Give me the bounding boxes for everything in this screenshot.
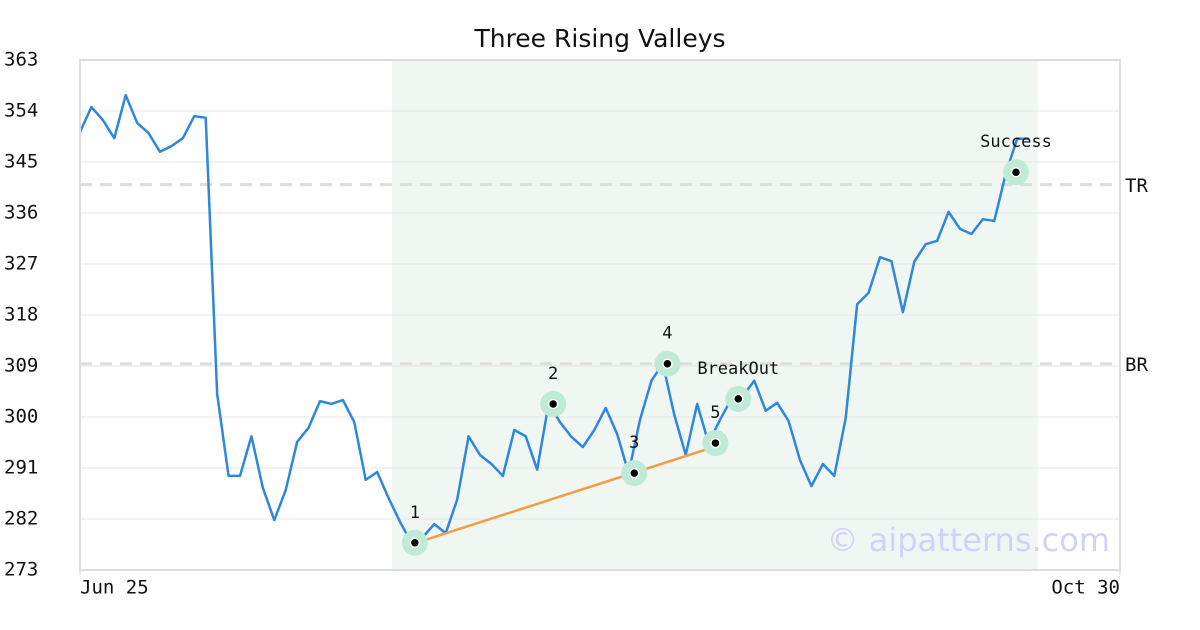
marker-label: 1 bbox=[410, 503, 420, 523]
marker-dot bbox=[1010, 166, 1022, 178]
chart-title: Three Rising Valleys bbox=[473, 24, 725, 53]
marker-label: 3 bbox=[629, 433, 639, 453]
y-tick-label: 336 bbox=[4, 202, 38, 224]
marker-dot bbox=[733, 393, 744, 405]
y-tick-label: 354 bbox=[4, 100, 38, 122]
y-tick-label: 309 bbox=[4, 355, 38, 377]
y-tick-label: 345 bbox=[4, 151, 38, 173]
y-tick-label: 273 bbox=[4, 559, 38, 581]
marker-dot bbox=[629, 467, 640, 479]
marker-label: 5 bbox=[710, 403, 720, 423]
marker-dot bbox=[662, 358, 673, 369]
level-label: TR bbox=[1125, 175, 1148, 197]
marker-label: BreakOut bbox=[697, 359, 779, 379]
level-label: BR bbox=[1125, 354, 1148, 376]
trend-line bbox=[424, 447, 709, 542]
y-tick-label: 300 bbox=[4, 406, 38, 428]
marker-dot bbox=[409, 537, 421, 549]
x-tick-label: Oct 30 bbox=[1051, 577, 1120, 599]
x-tick-label: Jun 25 bbox=[80, 577, 149, 599]
y-tick-label: 363 bbox=[4, 49, 38, 71]
y-tick-label: 291 bbox=[4, 457, 38, 479]
y-tick-label: 318 bbox=[4, 304, 38, 326]
plot-frame bbox=[79, 59, 1121, 571]
y-tick-label: 327 bbox=[4, 253, 38, 275]
marker-label: 2 bbox=[548, 364, 558, 384]
marker-label: Success bbox=[980, 132, 1052, 152]
watermark: © aipatterns.com bbox=[827, 521, 1110, 559]
marker-dot bbox=[710, 437, 721, 449]
marker-label: 4 bbox=[662, 324, 672, 344]
marker-dot bbox=[547, 398, 559, 410]
y-tick-label: 282 bbox=[4, 508, 38, 530]
